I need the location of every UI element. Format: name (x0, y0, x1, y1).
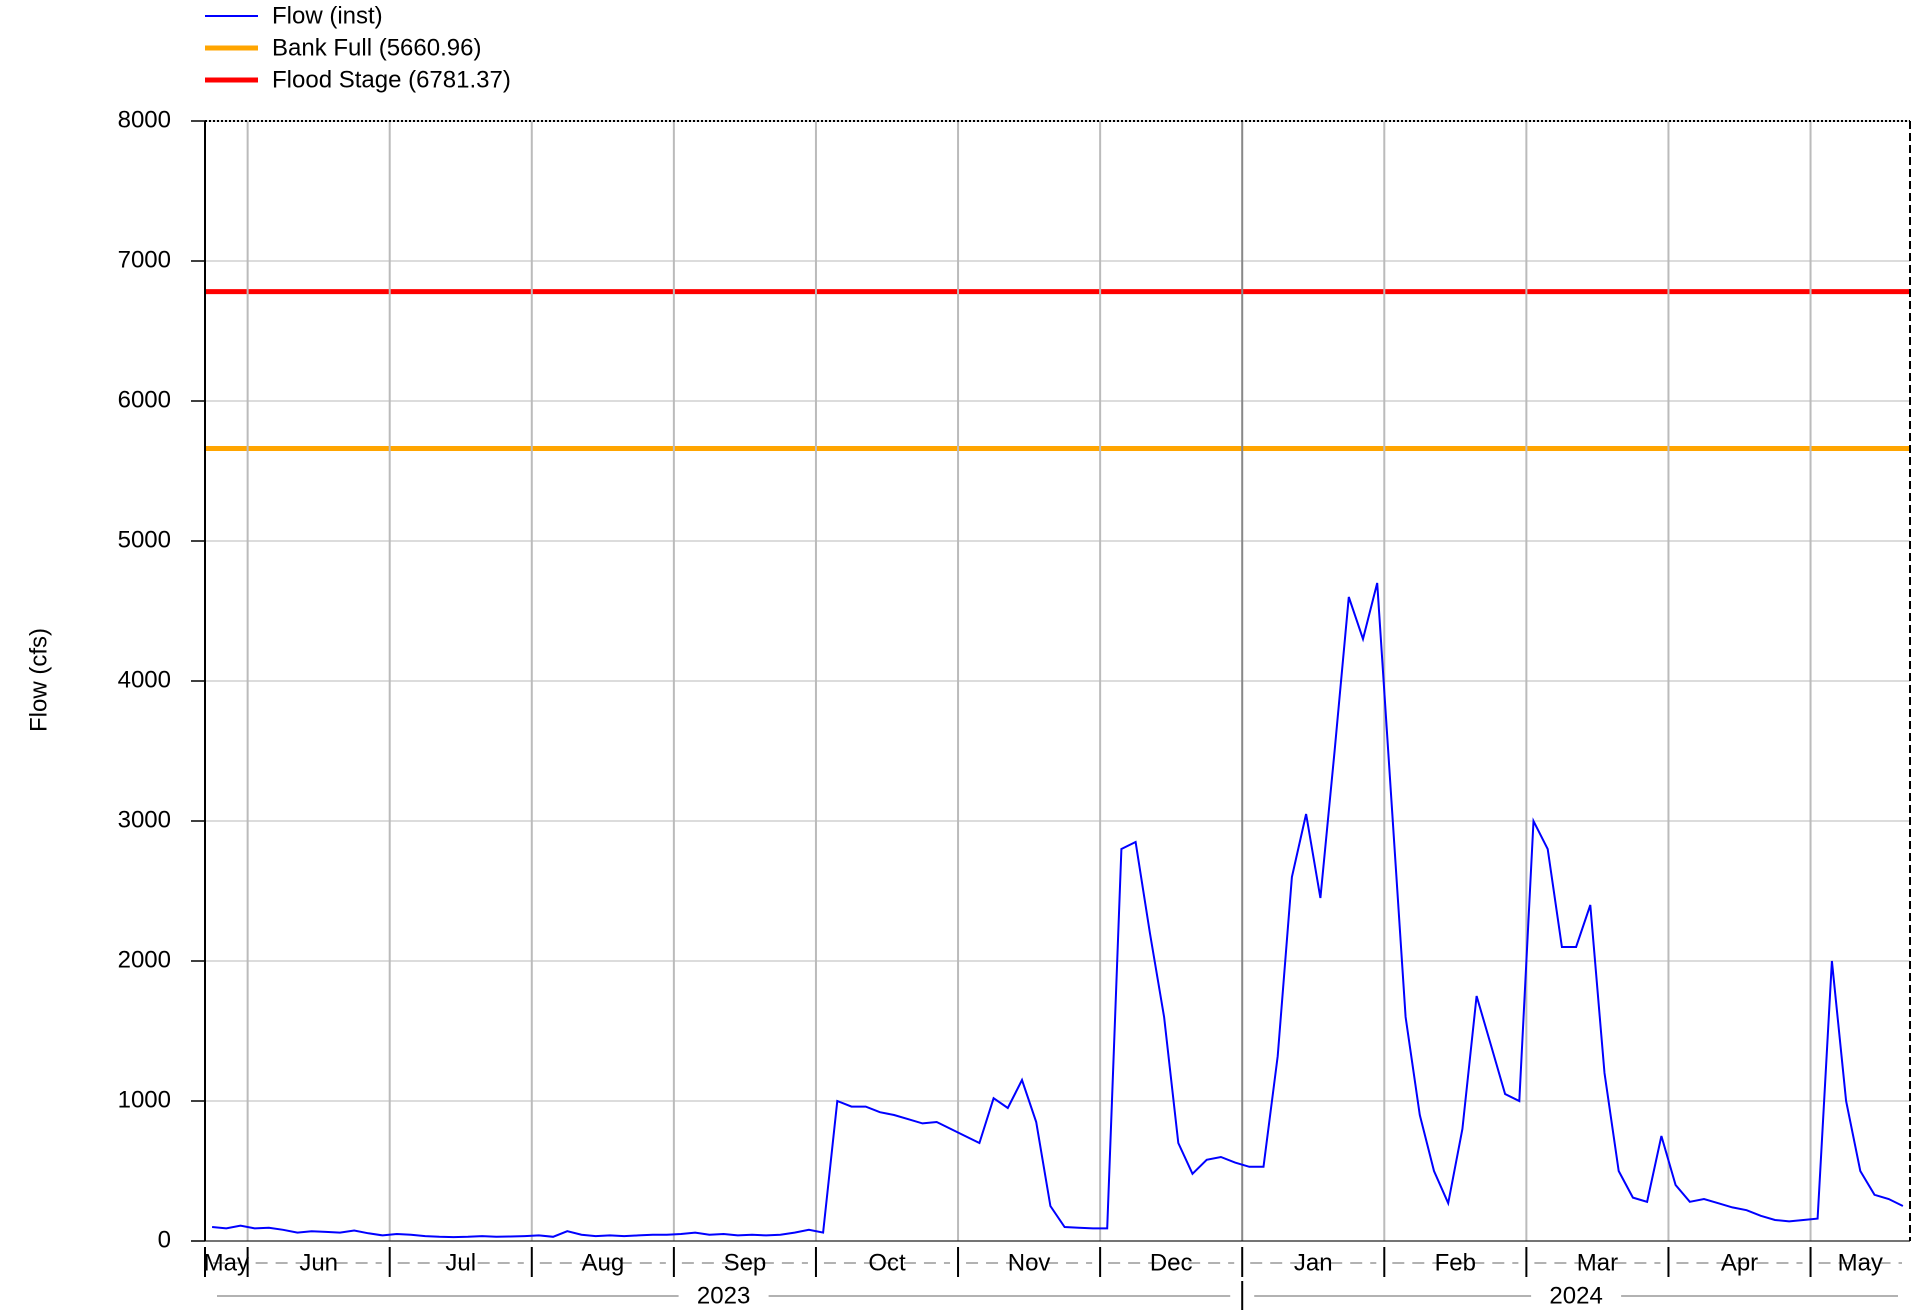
y-tick-label: 6000 (118, 386, 171, 413)
x-tick-label: Aug (581, 1249, 624, 1276)
x-tick-label: Sep (724, 1249, 767, 1276)
legend-label: Bank Full (5660.96) (272, 34, 481, 61)
x-tick-label: Oct (868, 1249, 906, 1276)
y-tick-label: 3000 (118, 806, 171, 833)
x-tick-label: Mar (1577, 1249, 1618, 1276)
x-tick-label: Feb (1435, 1249, 1476, 1276)
y-tick-label: 8000 (118, 106, 171, 133)
y-tick-label: 1000 (118, 1086, 171, 1113)
x-tick-label: Nov (1008, 1249, 1051, 1276)
x-tick-label: Jul (445, 1249, 476, 1276)
legend-label: Flood Stage (6781.37) (272, 66, 511, 93)
legend-label: Flow (inst) (272, 2, 383, 29)
x-tick-label: May (1838, 1249, 1883, 1276)
y-tick-label: 0 (158, 1226, 171, 1253)
year-label: 2023 (697, 1282, 750, 1309)
y-tick-label: 2000 (118, 946, 171, 973)
y-tick-label: 7000 (118, 246, 171, 273)
y-tick-label: 4000 (118, 666, 171, 693)
x-tick-label: Jun (299, 1249, 338, 1276)
x-tick-label: Apr (1721, 1249, 1758, 1276)
flow-line (212, 582, 1904, 1239)
x-tick-label: May (204, 1249, 249, 1276)
y-tick-label: 5000 (118, 526, 171, 553)
y-axis-label: Flow (cfs) (25, 628, 52, 732)
x-tick-label: Dec (1150, 1249, 1193, 1276)
x-tick-label: Jan (1294, 1249, 1333, 1276)
year-label: 2024 (1549, 1282, 1602, 1309)
